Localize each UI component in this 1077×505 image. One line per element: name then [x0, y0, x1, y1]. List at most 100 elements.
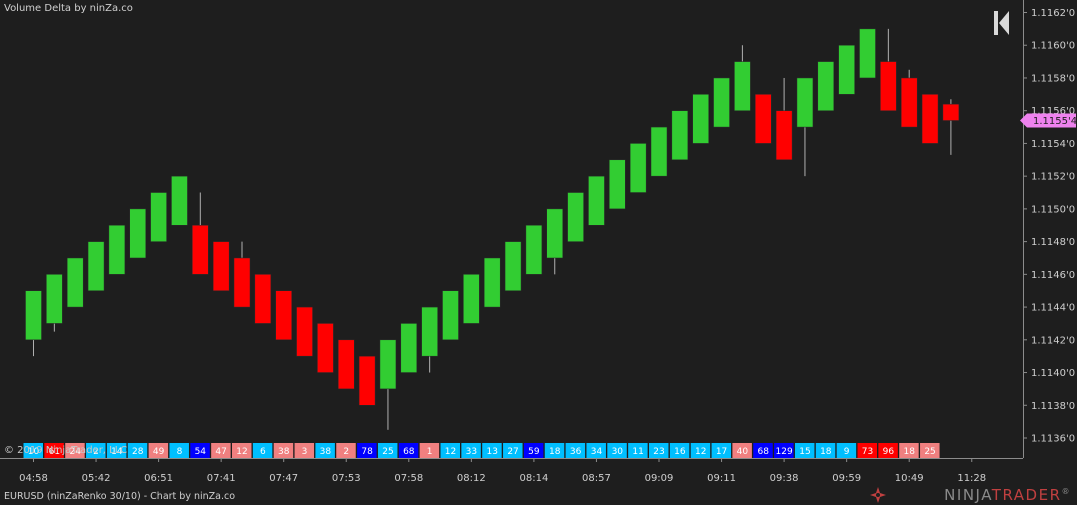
delta-value: 2: [93, 447, 99, 457]
delta-cell: 13: [482, 443, 502, 458]
up-candle[interactable]: [463, 274, 480, 324]
up-candle[interactable]: [838, 44, 855, 95]
delta-cell: 33: [461, 443, 481, 458]
price-tick-label: 1.1146'0: [1031, 270, 1075, 281]
candle-body: [87, 241, 105, 291]
delta-cell-box: [398, 443, 419, 458]
delta-cell-box: [190, 443, 210, 458]
skip-to-end-icon[interactable]: [993, 10, 1011, 36]
down-candle[interactable]: [296, 306, 313, 357]
up-candle[interactable]: [400, 323, 418, 373]
candle-body: [233, 257, 251, 308]
up-candle[interactable]: [734, 45, 751, 111]
delta-value: 47: [215, 447, 226, 457]
down-candle[interactable]: [358, 355, 376, 406]
delta-cell: 27: [503, 443, 523, 458]
time-tick-label: 06:51: [144, 473, 173, 484]
up-candle[interactable]: [671, 110, 689, 161]
delta-cell: 16: [669, 443, 690, 458]
up-candle[interactable]: [66, 257, 84, 308]
up-candle[interactable]: [796, 77, 814, 177]
price-tick-label: 1.1160'0: [1031, 41, 1075, 52]
logo-ninja: NINJA: [944, 486, 992, 504]
delta-value: 24: [69, 447, 81, 457]
up-candle[interactable]: [525, 225, 543, 275]
time-tick-label: 04:58: [19, 473, 48, 484]
up-candle[interactable]: [588, 175, 605, 226]
time-axis[interactable]: 04:58 05:42 06:51 07:41 07:47 07:53 07:58 08:12…: [19, 458, 986, 484]
up-candle[interactable]: [379, 339, 397, 430]
delta-cell-box: [586, 443, 606, 458]
candle-body: [150, 192, 167, 242]
down-candle[interactable]: [233, 241, 251, 308]
up-candle[interactable]: [442, 290, 459, 341]
delta-cell: 25: [377, 443, 398, 458]
up-candle[interactable]: [504, 241, 522, 291]
up-candle[interactable]: [567, 192, 584, 242]
delta-value: 18: [903, 447, 915, 457]
price-axis[interactable]: 1.1136'0 1.1138'0 1.1140'0 1.1142'0 1.1144'0…: [1023, 8, 1075, 445]
down-candle[interactable]: [275, 290, 292, 341]
up-candle[interactable]: [87, 241, 105, 291]
up-candle[interactable]: [483, 257, 501, 308]
delta-cell: 40: [732, 443, 752, 458]
up-candle[interactable]: [609, 159, 626, 210]
delta-value: 73: [862, 447, 873, 457]
indicator-title: Volume Delta by ninZa.co: [4, 3, 133, 14]
up-candle[interactable]: [25, 290, 42, 357]
up-candle[interactable]: [650, 126, 668, 177]
delta-cell-box: [878, 443, 898, 458]
candle-body: [900, 77, 918, 128]
delta-cell-box: [315, 443, 335, 458]
delta-value: 6: [260, 447, 266, 457]
down-candle[interactable]: [317, 323, 334, 373]
up-candle[interactable]: [129, 208, 146, 259]
delta-cell-box: [503, 443, 523, 458]
down-candle[interactable]: [212, 241, 230, 291]
up-candle[interactable]: [171, 175, 188, 226]
delta-cell: 68: [753, 443, 773, 458]
up-candle[interactable]: [108, 225, 126, 275]
candle-body: [317, 323, 334, 373]
down-candle[interactable]: [775, 77, 793, 161]
axis-lines: [0, 0, 1024, 459]
delta-cell-box: [628, 443, 648, 458]
candle-body: [880, 61, 897, 111]
delta-value: 9: [844, 447, 850, 457]
candle-body: [796, 77, 814, 128]
down-candle[interactable]: [942, 99, 960, 155]
down-candle[interactable]: [921, 94, 939, 144]
delta-value: 27: [507, 447, 518, 457]
up-candle[interactable]: [817, 61, 835, 111]
up-candle[interactable]: [713, 77, 730, 128]
up-candle[interactable]: [46, 274, 63, 332]
down-candle[interactable]: [755, 94, 772, 144]
up-candle[interactable]: [692, 94, 709, 144]
price-tick-label: 1.1144'0: [1031, 303, 1075, 314]
down-candle[interactable]: [880, 28, 897, 111]
delta-cell-box: [294, 443, 315, 458]
up-candle[interactable]: [859, 28, 876, 79]
down-candle[interactable]: [254, 274, 272, 324]
delta-value: 8: [177, 447, 183, 457]
delta-cell-box: [336, 443, 356, 458]
delta-cell: 96: [878, 443, 898, 458]
candle-body: [212, 241, 230, 291]
delta-cell: 36: [565, 443, 586, 458]
candle-body: [775, 110, 793, 161]
candle-body: [546, 208, 563, 259]
delta-cell-box: [377, 443, 398, 458]
delta-cell: 30: [607, 443, 627, 458]
up-candle[interactable]: [150, 192, 167, 242]
down-candle[interactable]: [192, 192, 209, 275]
up-candle[interactable]: [629, 143, 647, 193]
ninjatrader-logo: NINJATRADER®: [944, 486, 1071, 504]
down-candle[interactable]: [900, 69, 918, 128]
delta-value: 3: [302, 447, 308, 457]
delta-cell-box: [232, 443, 252, 458]
delta-value: 36: [570, 447, 582, 457]
up-candle[interactable]: [546, 208, 563, 275]
up-candle[interactable]: [421, 306, 438, 373]
down-candle[interactable]: [338, 339, 355, 390]
